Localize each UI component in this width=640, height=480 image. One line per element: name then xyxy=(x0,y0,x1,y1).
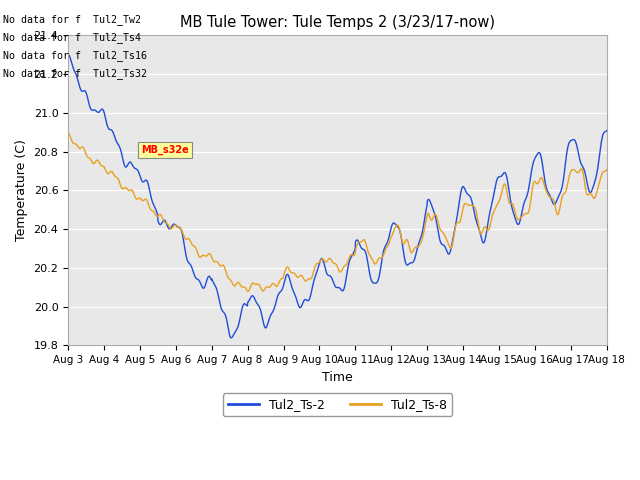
Line: Tul2_Ts-2: Tul2_Ts-2 xyxy=(68,54,607,338)
Tul2_Ts-2 xyxy=(106,127,114,132)
Tul2_Ts-2 xyxy=(371,280,379,286)
Legend: Tul2_Ts-2, Tul2_Ts-8: Tul2_Ts-2, Tul2_Ts-8 xyxy=(223,394,452,417)
Tul2_Ts-8 xyxy=(244,288,252,294)
Tul2_Ts-2 xyxy=(304,298,312,303)
Tul2_Ts-8 xyxy=(314,260,322,266)
Tul2_Ts-2 xyxy=(293,298,301,303)
Tul2_Ts-8 xyxy=(293,274,301,280)
Tul2_Ts-2 xyxy=(128,161,136,167)
Text: MB_s32e: MB_s32e xyxy=(141,145,189,156)
Tul2_Ts-8 xyxy=(304,276,312,282)
Text: No data for f  Tul2_Ts32: No data for f Tul2_Ts32 xyxy=(3,68,147,79)
Text: No data for f  Tul2_Ts4: No data for f Tul2_Ts4 xyxy=(3,32,141,43)
Tul2_Ts-8 xyxy=(64,131,72,136)
Title: MB Tule Tower: Tule Temps 2 (3/23/17-now): MB Tule Tower: Tule Temps 2 (3/23/17-now… xyxy=(180,15,495,30)
Tul2_Ts-8 xyxy=(128,187,136,193)
Tul2_Ts-2 xyxy=(603,128,611,133)
Tul2_Ts-8 xyxy=(106,169,114,175)
Text: No data for f  Tul2_Tw2: No data for f Tul2_Tw2 xyxy=(3,13,141,24)
Tul2_Ts-8 xyxy=(603,167,611,173)
Tul2_Ts-2 xyxy=(64,51,72,57)
Tul2_Ts-2 xyxy=(227,335,235,341)
Text: No data for f  Tul2_Ts16: No data for f Tul2_Ts16 xyxy=(3,50,147,61)
X-axis label: Time: Time xyxy=(322,371,353,384)
Y-axis label: Temperature (C): Temperature (C) xyxy=(15,139,28,241)
Tul2_Ts-2 xyxy=(314,266,322,272)
Line: Tul2_Ts-8: Tul2_Ts-8 xyxy=(68,133,607,291)
Tul2_Ts-8 xyxy=(371,261,379,267)
